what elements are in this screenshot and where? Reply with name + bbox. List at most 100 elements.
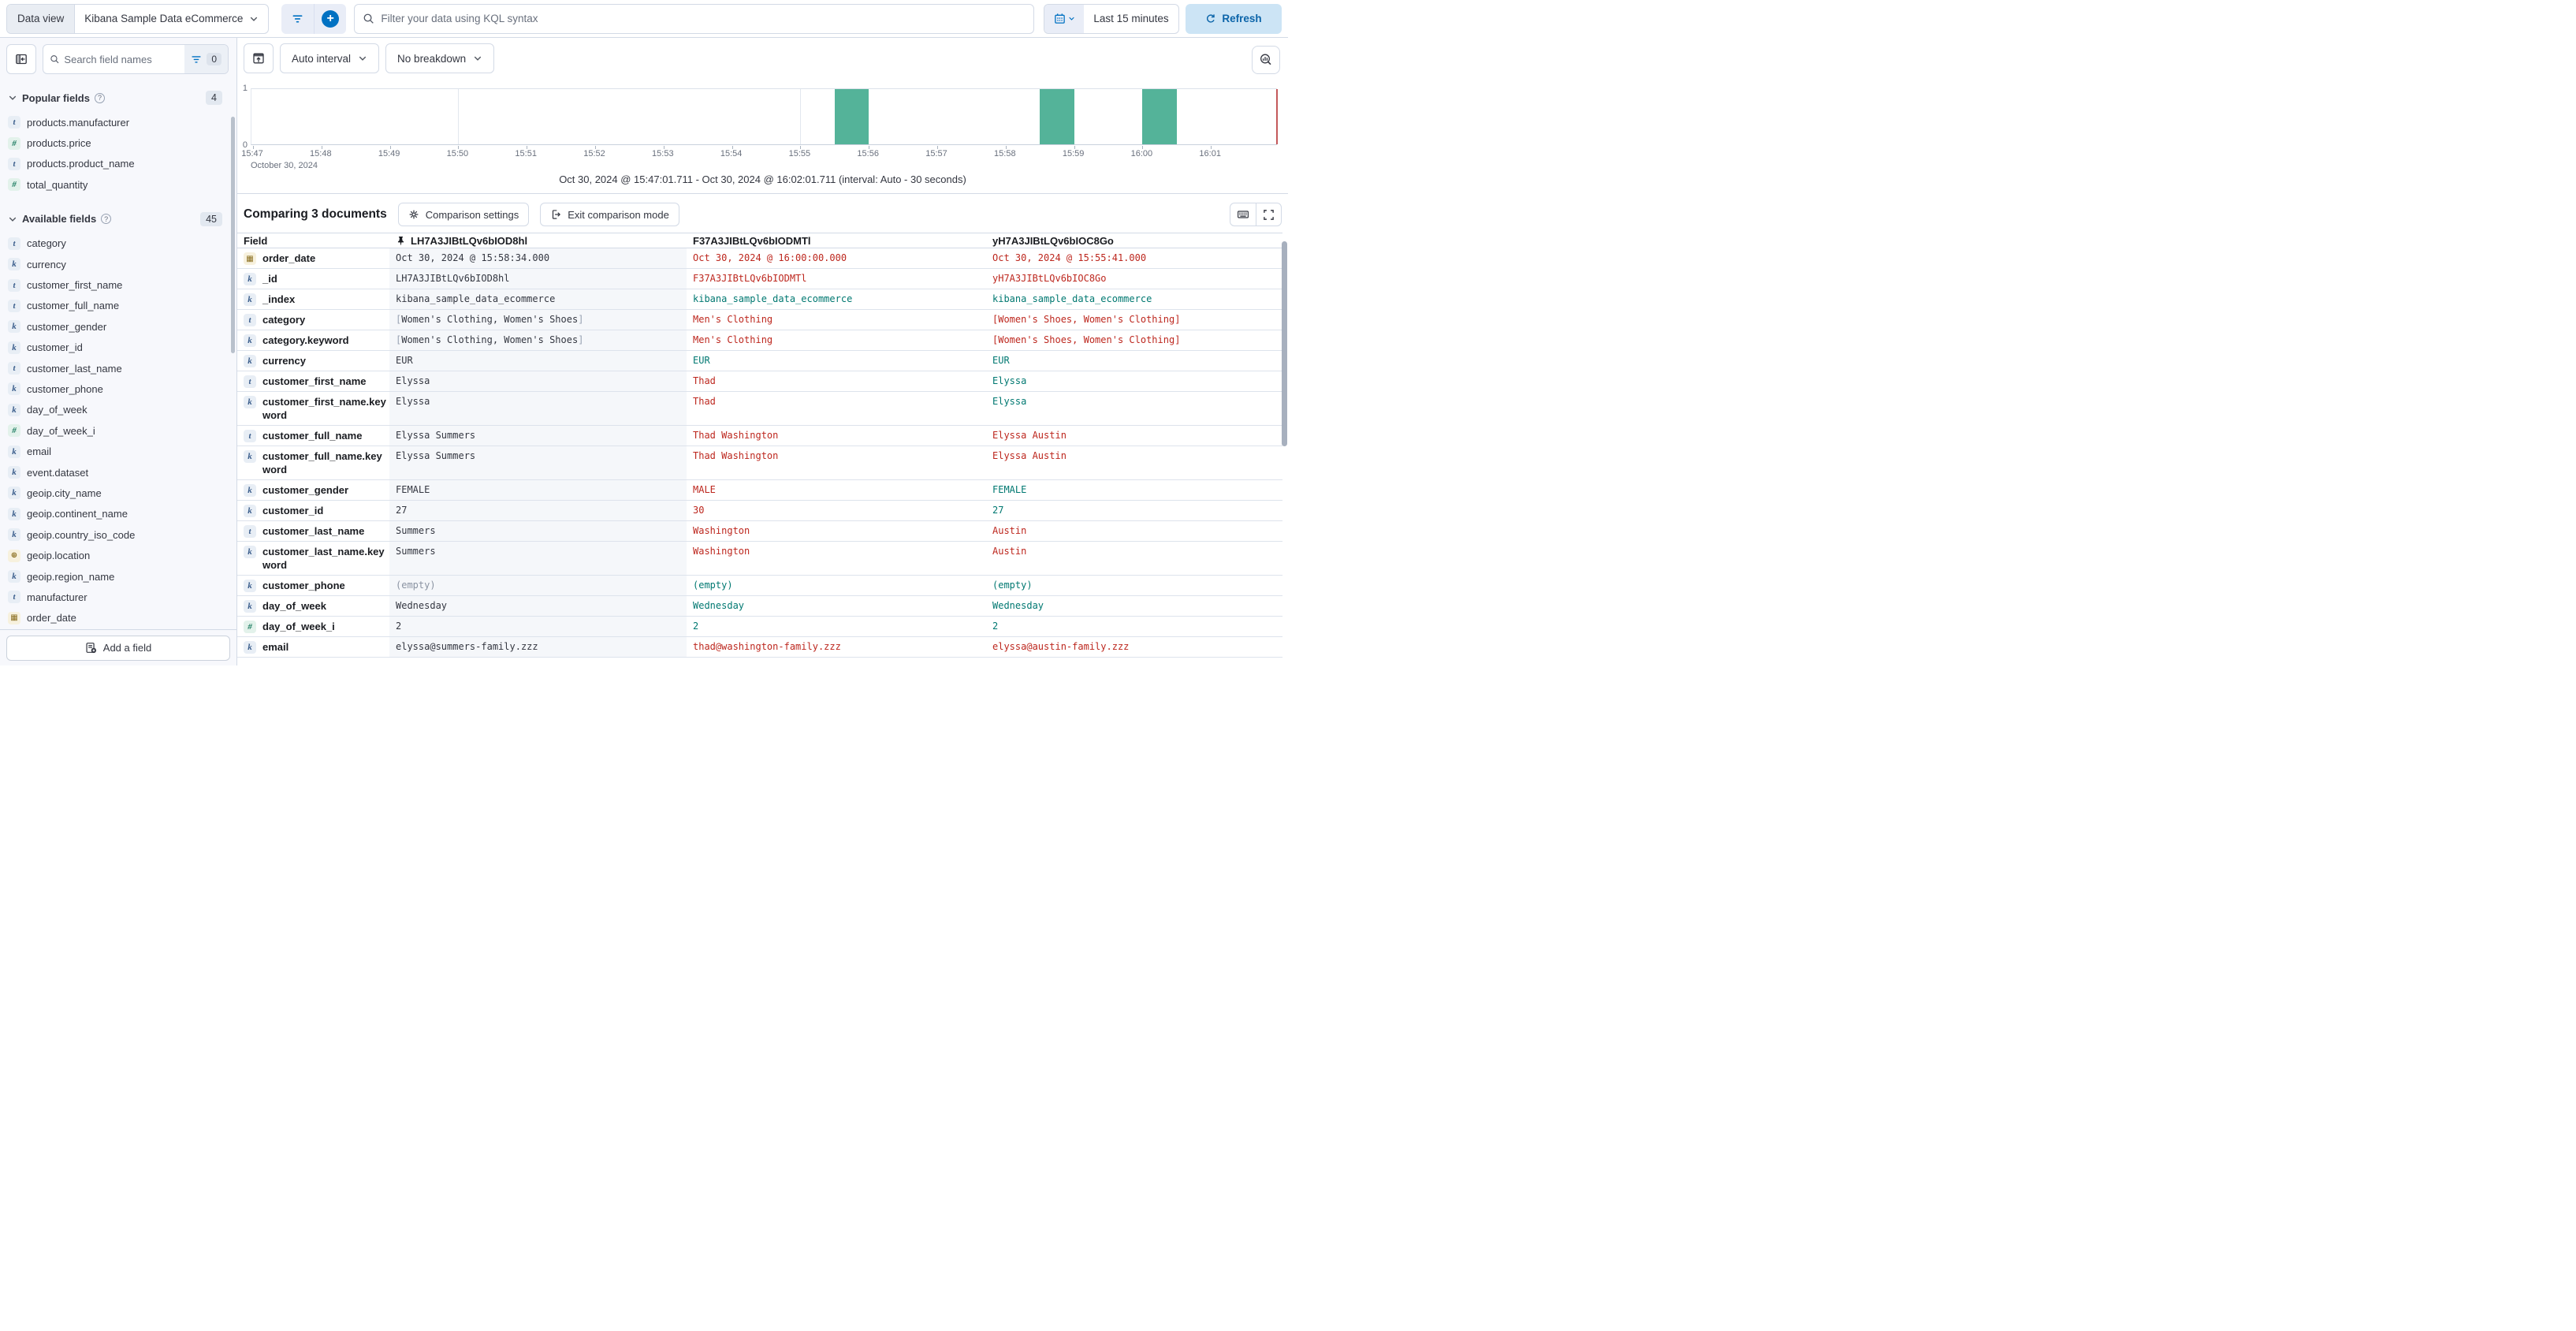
- kql-search-bar[interactable]: [354, 3, 1034, 34]
- field-cell[interactable]: # day_of_week_i: [237, 617, 389, 636]
- field-cell[interactable]: k currency: [237, 351, 389, 371]
- field-name: geoip.country_iso_code: [27, 528, 136, 541]
- field-cell[interactable]: k customer_full_name.keyword: [237, 446, 389, 479]
- field-cell[interactable]: k _index: [237, 289, 389, 309]
- available-fields-header[interactable]: Available fields ? 45: [0, 210, 230, 229]
- doc-column-header[interactable]: F37A3JIBtLQv6bIODMTl: [687, 235, 986, 247]
- keyboard-shortcuts-button[interactable]: [1230, 203, 1256, 226]
- interval-dropdown[interactable]: Auto interval: [280, 43, 380, 73]
- sidebar-field-item[interactable]: k email: [0, 441, 230, 461]
- table-row: k _id LH7A3JIBtLQv6bIOD8hl F37A3JIBtLQv6…: [237, 269, 1282, 289]
- sidebar-field-item[interactable]: t products.manufacturer: [0, 112, 230, 132]
- table-row: t category [Women's Clothing, Women's Sh…: [237, 310, 1282, 330]
- field-type-icon: t: [8, 591, 20, 604]
- available-fields-list: t category k currency t customer_first_n…: [0, 233, 230, 628]
- x-axis-tickmark: [800, 146, 802, 149]
- sidebar-field-item[interactable]: t customer_last_name: [0, 358, 230, 378]
- field-cell[interactable]: t customer_last_name: [237, 521, 389, 541]
- refresh-button[interactable]: Refresh: [1186, 3, 1282, 34]
- x-axis-tickmark: [937, 146, 938, 149]
- edit-visualization-button[interactable]: [1252, 46, 1280, 74]
- table-row: k customer_id 27 30 27: [237, 501, 1282, 521]
- histogram-bar[interactable]: [1040, 89, 1074, 144]
- doc-value: Wednesday: [693, 600, 745, 611]
- time-range-button[interactable]: Last 15 minutes: [1084, 13, 1178, 24]
- sidebar-field-item[interactable]: k customer_phone: [0, 378, 230, 399]
- field-type-icon: #: [8, 424, 20, 438]
- time-picker-calendar-button[interactable]: [1044, 4, 1084, 33]
- field-cell[interactable]: k customer_last_name.keyword: [237, 542, 389, 575]
- collapse-sidebar-button[interactable]: [6, 44, 36, 74]
- base-doc-value: Summers: [389, 521, 687, 541]
- filter-menu-button[interactable]: [281, 3, 315, 34]
- field-cell[interactable]: k _id: [237, 269, 389, 289]
- sidebar-field-item[interactable]: t manufacturer: [0, 587, 230, 607]
- sidebar-field-item[interactable]: k geoip.continent_name: [0, 504, 230, 524]
- popular-fields-header[interactable]: Popular fields ? 4: [0, 88, 230, 107]
- field-cell[interactable]: ▦ order_date: [237, 248, 389, 268]
- field-cell[interactable]: k customer_id: [237, 501, 389, 520]
- sidebar-scrollbar[interactable]: [231, 117, 235, 353]
- sidebar-field-item[interactable]: # total_quantity: [0, 174, 230, 195]
- doc-value: Thad: [693, 375, 716, 386]
- histogram-bar[interactable]: [834, 89, 869, 144]
- data-view-value-button[interactable]: Kibana Sample Data eCommerce: [75, 13, 268, 24]
- pinned-doc-column-header[interactable]: LH7A3JIBtLQv6bIOD8hl: [389, 235, 687, 247]
- field-cell[interactable]: t customer_first_name: [237, 371, 389, 391]
- sidebar-field-item[interactable]: k customer_gender: [0, 316, 230, 337]
- sidebar-field-item[interactable]: t customer_first_name: [0, 274, 230, 295]
- sidebar-field-item[interactable]: k customer_id: [0, 337, 230, 358]
- field-cell[interactable]: k category.keyword: [237, 330, 389, 350]
- field-cell[interactable]: k customer_first_name.keyword: [237, 392, 389, 425]
- doc-value: FEMALE: [992, 484, 1027, 495]
- field-type-icon: t: [8, 278, 20, 292]
- sidebar-field-item[interactable]: ▦ order_date: [0, 608, 230, 628]
- doc-value: [Women's Shoes, Women's Clothing]: [992, 314, 1181, 325]
- hide-chart-button[interactable]: [244, 43, 274, 73]
- sidebar-field-item[interactable]: t products.product_name: [0, 154, 230, 174]
- chart-panel-icon: [253, 53, 264, 64]
- field-cell[interactable]: t customer_full_name: [237, 426, 389, 446]
- sidebar-field-item[interactable]: # products.price: [0, 132, 230, 153]
- sidebar-field-item[interactable]: t customer_full_name: [0, 296, 230, 316]
- x-axis-tick-label: 15:52: [583, 149, 605, 158]
- x-axis-tick-label: 16:00: [1130, 149, 1153, 158]
- table-scrollbar[interactable]: [1282, 241, 1287, 446]
- sidebar-field-item[interactable]: ⊕ geoip.location: [0, 545, 230, 565]
- doc-column-header[interactable]: yH7A3JIBtLQv6bIOC8Go: [986, 235, 1282, 247]
- kibana-discover-app: Data view Kibana Sample Data eCommerce +: [0, 0, 1288, 666]
- sidebar-field-item[interactable]: k geoip.country_iso_code: [0, 524, 230, 545]
- field-cell[interactable]: t category: [237, 310, 389, 330]
- field-cell[interactable]: k customer_phone: [237, 576, 389, 595]
- fullscreen-icon: [1264, 209, 1274, 220]
- sidebar-field-item[interactable]: t category: [0, 233, 230, 254]
- exit-comparison-button[interactable]: Exit comparison mode: [540, 203, 679, 226]
- x-axis-tickmark: [458, 146, 460, 149]
- base-doc-value: EUR: [389, 351, 687, 371]
- grid-display-controls: [1230, 203, 1282, 226]
- fullscreen-button[interactable]: [1256, 203, 1281, 226]
- sidebar-field-item[interactable]: k day_of_week: [0, 400, 230, 420]
- field-cell[interactable]: k customer_gender: [237, 480, 389, 500]
- field-name: customer_full_name: [262, 430, 363, 442]
- sidebar-field-item[interactable]: k currency: [0, 254, 230, 274]
- histogram-bar[interactable]: [1142, 89, 1177, 144]
- doc-id: F37A3JIBtLQv6bIODMTl: [693, 234, 811, 247]
- add-field-button[interactable]: Add a field: [6, 635, 230, 661]
- field-name: order_date: [262, 252, 316, 264]
- sidebar-field-item[interactable]: # day_of_week_i: [0, 420, 230, 441]
- field-cell[interactable]: k day_of_week: [237, 596, 389, 616]
- histogram-plot: [251, 88, 1278, 149]
- data-view-picker[interactable]: Data view Kibana Sample Data eCommerce: [6, 3, 270, 34]
- field-search-input[interactable]: [64, 53, 179, 65]
- field-cell[interactable]: k email: [237, 637, 389, 657]
- sidebar-field-item[interactable]: k geoip.city_name: [0, 483, 230, 503]
- sidebar-field-item[interactable]: k geoip.region_name: [0, 566, 230, 587]
- kql-search-input[interactable]: [381, 13, 1026, 24]
- breakdown-dropdown[interactable]: No breakdown: [385, 43, 495, 73]
- lens-chart-icon: [1260, 54, 1271, 65]
- field-filter-button[interactable]: 0: [184, 45, 228, 73]
- comparison-settings-button[interactable]: Comparison settings: [397, 203, 530, 226]
- sidebar-field-item[interactable]: k event.dataset: [0, 462, 230, 483]
- add-filter-button[interactable]: +: [315, 4, 347, 34]
